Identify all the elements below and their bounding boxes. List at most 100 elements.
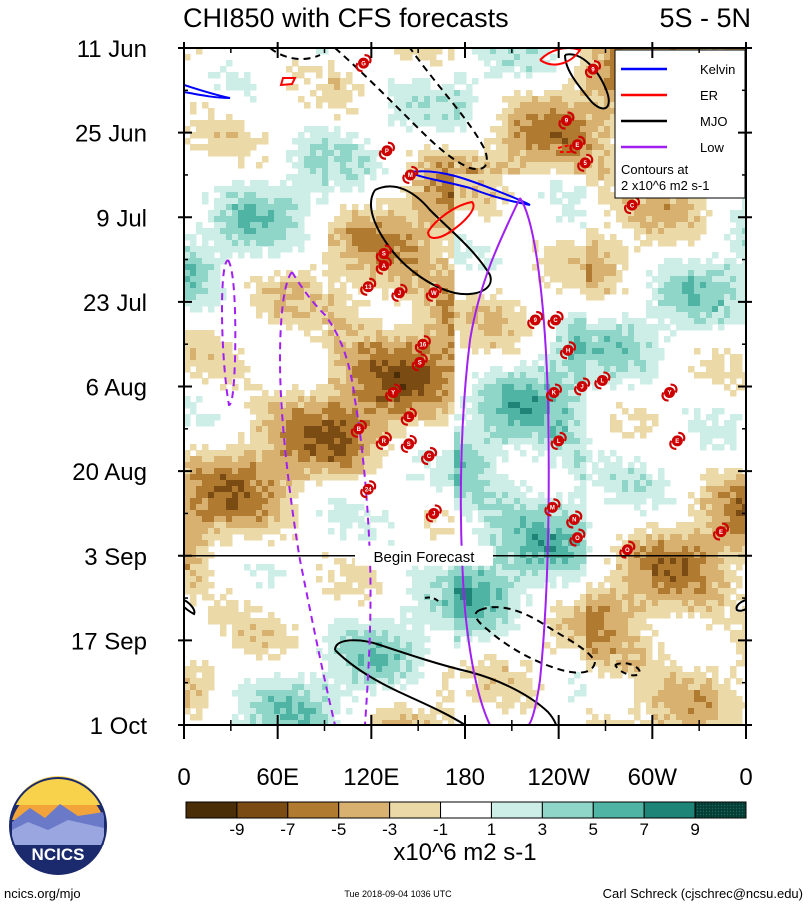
storm-label: 13	[365, 285, 372, 291]
footer-timestamp: Tue 2018-09-04 1036 UTC	[344, 889, 452, 899]
low-contours	[220, 197, 550, 725]
kelvin-contour-2	[409, 170, 531, 206]
legend: Kelvin ER MJO Low Contours at 2 x10^6 m2 s-…	[614, 49, 746, 199]
colorbar-swatch	[338, 801, 391, 819]
legend-label: ER	[700, 88, 718, 103]
logo-text: NCICS	[32, 845, 85, 864]
storm-marker: 5	[577, 153, 594, 172]
legend-label: Kelvin	[700, 62, 735, 77]
storm-marker: E	[569, 135, 586, 154]
y-tick-label: 3 Sep	[84, 544, 147, 571]
storm-marker: B	[350, 419, 367, 438]
y-tick-label: 11 Jun	[77, 36, 147, 63]
mjo-contour-dashed-3	[474, 606, 597, 674]
low-contour-dashed-3	[278, 271, 336, 725]
storm-marker: J	[425, 504, 442, 523]
storm-label: G	[361, 61, 366, 67]
footer-site: ncics.org/mjo	[4, 886, 81, 901]
storm-marker: 16	[414, 335, 431, 354]
legend-note-line2: 2 x10^6 m2 s-1	[621, 178, 709, 193]
colorbar-tick-label: -9	[229, 820, 244, 839]
storm-marker: L	[400, 407, 417, 426]
storm-marker: L	[550, 431, 567, 451]
storm-marker: 9	[527, 310, 544, 330]
colorbar-tick-label: -5	[331, 820, 346, 839]
ncics-logo: NCICS	[9, 776, 107, 875]
storm-label: O	[575, 536, 580, 542]
storm-label: S	[418, 361, 422, 367]
storm-marker: P	[378, 141, 395, 160]
y-tick-label: 23 Jul	[83, 290, 147, 317]
colorbar-swatch	[541, 801, 594, 819]
storm-label: S	[382, 252, 386, 258]
storm-label: L	[557, 439, 561, 445]
colorbar-tick-label: 1	[487, 820, 496, 839]
storm-label: P	[385, 149, 389, 155]
low-contour-solid-2	[459, 197, 521, 725]
storm-marker: M	[544, 498, 561, 517]
storm-label: C	[630, 203, 635, 209]
colorbar-tick-label: 7	[639, 820, 648, 839]
storm-label: Y	[667, 391, 671, 397]
colorbar-tick-label: 3	[538, 820, 547, 839]
x-tick-label: 180	[445, 764, 485, 791]
storm-marker: S	[411, 353, 428, 372]
storm-label: J	[580, 385, 583, 391]
storm-label: 9	[591, 67, 595, 73]
storm-label: 5	[584, 161, 588, 167]
mjo-contour-solid-1	[564, 53, 610, 110]
storm-marker: H	[560, 341, 577, 360]
colorbar-swatch	[643, 801, 696, 819]
forecast-label: Begin Forecast	[374, 549, 476, 566]
storm-label: 24	[365, 487, 372, 493]
storm-label: 9	[534, 318, 538, 324]
storm-label: 9	[565, 119, 569, 125]
storm-label: S	[407, 442, 411, 448]
y-tick-label: 1 Oct	[90, 713, 148, 740]
colorbar-tick-label: 9	[690, 820, 699, 839]
mjo-contour-dashed-4	[614, 662, 642, 677]
colorbar-swatch	[592, 801, 645, 819]
storm-marker: G	[355, 54, 372, 73]
footer-author: Carl Schreck (cjschrec@ncsu.edu)	[603, 886, 803, 901]
storm-marker: K	[545, 383, 562, 402]
storm-marker: A	[375, 256, 392, 275]
er-contour-3	[427, 200, 475, 239]
x-tick-label: 120E	[343, 764, 399, 791]
colorbar-tick-label: -7	[280, 820, 295, 839]
y-tick-label: 17 Sep	[71, 628, 147, 655]
storm-label: M	[408, 173, 413, 179]
storm-marker: O	[569, 528, 586, 547]
legend-note-line1: Contours at	[621, 162, 689, 177]
x-tick-label: 60W	[628, 764, 678, 791]
storm-label: N	[572, 518, 576, 524]
storm-marker: 24	[360, 480, 377, 499]
mjo-contour-solid-4	[334, 649, 466, 725]
storm-label: J	[398, 291, 401, 297]
colorbar-label: x10^6 m2 s-1	[393, 839, 536, 866]
storm-marker: R	[375, 431, 392, 451]
low-contour-solid-1	[519, 197, 550, 725]
storm-marker: Y	[385, 383, 402, 402]
er-contour-1	[539, 48, 582, 66]
mjo-contour-dashed-5	[424, 596, 441, 604]
kelvin-contour-1	[184, 84, 231, 99]
storm-marker: Y	[661, 383, 678, 402]
y-axis: 11 Jun 25 Jun 9 Jul 23 Jul 6 Aug 20 Aug 3 Sep 1…	[71, 36, 752, 740]
x-tick-label: 120W	[527, 764, 590, 791]
y-tick-label: 6 Aug	[86, 375, 147, 402]
colorbar-swatch	[287, 801, 340, 819]
storm-marker: 9	[558, 111, 575, 130]
storm-marker: J	[574, 377, 591, 396]
storm-marker: M	[402, 165, 419, 185]
storm-marker: L	[594, 371, 611, 390]
storm-marker: O	[619, 540, 636, 559]
x-tick-label: 0	[739, 764, 752, 791]
x-tick-label: 60E	[256, 764, 299, 791]
legend-label: MJO	[700, 114, 727, 129]
storm-label: O	[625, 548, 630, 554]
colorbar-swatch	[694, 801, 747, 819]
chart-region: 5S - 5N	[659, 3, 751, 33]
colorbar-swatch	[490, 801, 543, 819]
